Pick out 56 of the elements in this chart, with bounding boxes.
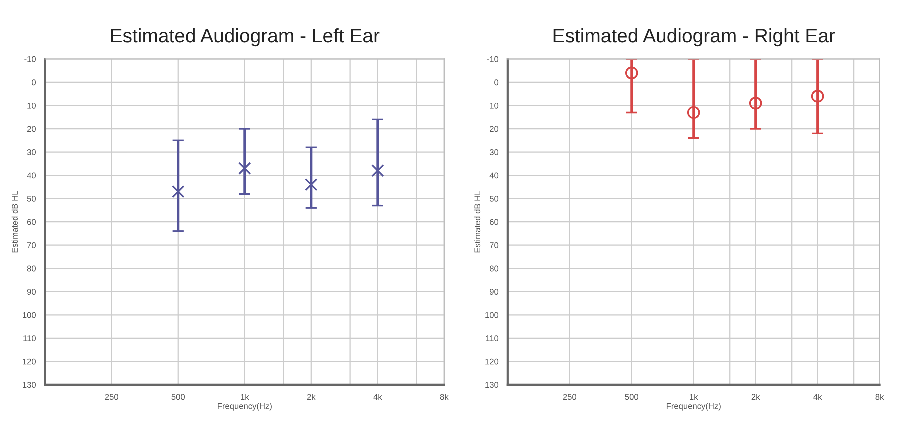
y-tick-label: 10	[490, 102, 499, 109]
point	[372, 164, 384, 178]
y-tick-label: -10	[487, 56, 499, 62]
y-tick-label: 20	[490, 126, 499, 132]
y-tick-label: 110	[486, 336, 499, 342]
x-tick-label: 1k	[241, 394, 250, 400]
y-tick-label: 130	[23, 382, 36, 388]
x-axis-title: Frequency(Hz)	[218, 403, 272, 411]
y-tick-label: 30	[27, 149, 36, 156]
y-tick-label: 110	[24, 336, 36, 342]
point	[687, 106, 700, 120]
x-tick-label: 8k	[876, 394, 884, 400]
x-tick-label: 500	[172, 394, 186, 400]
y-tick-label: 80	[27, 266, 36, 272]
y-tick-label: 80	[490, 266, 499, 272]
y-tick-label: 90	[27, 289, 36, 295]
y-tick-label: 100	[486, 312, 499, 318]
x-tick-label: 8k	[440, 394, 449, 400]
y-tick-label: 50	[490, 196, 499, 202]
y-tick-label: 100	[23, 312, 36, 318]
x-axis-title: Frequency(Hz)	[666, 403, 721, 411]
y-tick-label: 20	[27, 126, 36, 132]
y-tick-label: 40	[27, 172, 36, 179]
y-tick-label: 0	[32, 80, 36, 86]
y-tick-label: 60	[27, 219, 36, 226]
point	[811, 90, 824, 103]
y-tick-label: 40	[490, 172, 499, 179]
y-tick-label: 120	[23, 358, 36, 365]
x-tick-label: 4k	[374, 394, 382, 400]
y-tick-label: 70	[27, 242, 36, 248]
y-tick-label: -10	[24, 56, 36, 62]
y-axis-title: Estimated dB HL	[474, 191, 481, 253]
chart-title: Estimated Audiogram - Left Ear	[111, 28, 380, 47]
y-tick-label: 50	[27, 196, 36, 202]
x-tick-label: 2k	[307, 394, 316, 400]
y-tick-label: 60	[490, 219, 499, 226]
x-tick-label: 250	[563, 394, 577, 400]
y-tick-label: 30	[490, 149, 499, 156]
x-tick-label: 2k	[752, 394, 760, 400]
y-tick-label: 70	[490, 242, 499, 248]
point	[172, 185, 185, 198]
point	[749, 97, 762, 110]
y-tick-label: 0	[494, 80, 499, 86]
y-tick-label: 120	[486, 358, 499, 365]
y-axis-title: Estimated dB HL	[12, 191, 18, 253]
x-tick-label: 500	[625, 394, 639, 400]
point	[625, 66, 638, 80]
y-tick-label: 130	[486, 382, 499, 388]
y-tick-label: 10	[28, 102, 36, 109]
point	[238, 162, 252, 175]
x-tick-label: 4k	[814, 394, 822, 400]
y-tick-label: 90	[490, 289, 499, 295]
point	[305, 178, 318, 192]
x-tick-label: 250	[105, 394, 118, 400]
chart-title: Estimated Audiogram - Right Ear	[554, 28, 836, 47]
x-tick-label: 1k	[690, 394, 698, 400]
